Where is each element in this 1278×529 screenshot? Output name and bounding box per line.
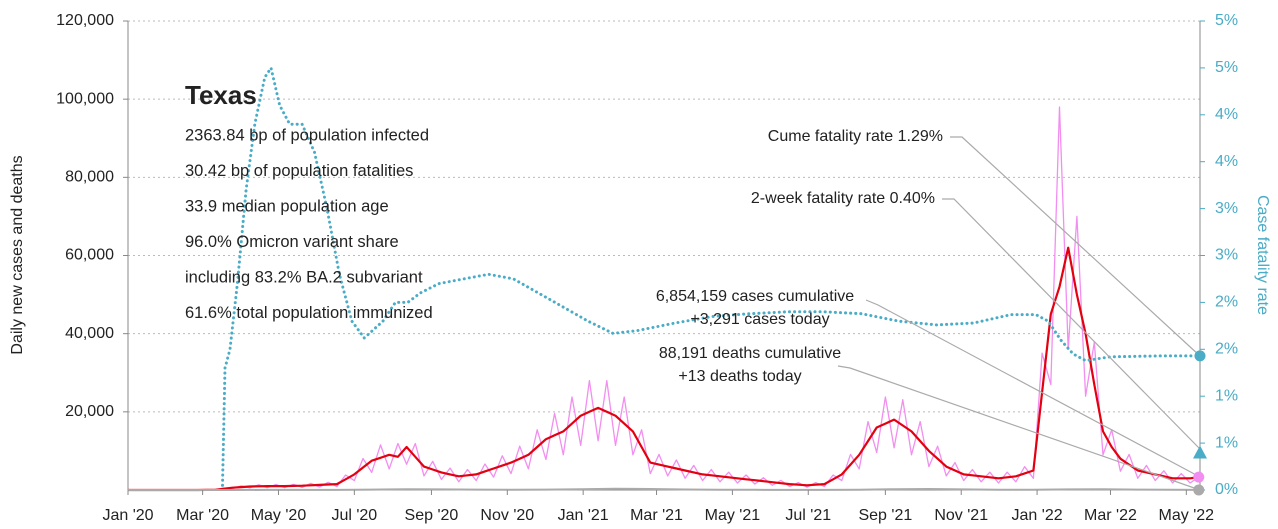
y2-axis-label: Case fatality rate <box>1254 195 1271 315</box>
series-line <box>128 487 1199 491</box>
leader-line <box>942 198 1201 450</box>
annotation: 6,854,159 cases cumulative <box>656 288 854 305</box>
x-tick-label: Jul '21 <box>785 507 831 524</box>
annotation: 88,191 deaths cumulative <box>659 345 841 362</box>
panel-line: 96.0% Omicron variant share <box>185 233 399 251</box>
y2-tick-label: 5% <box>1215 59 1238 76</box>
y-tick-label: 100,000 <box>56 90 114 107</box>
series-line <box>128 246 1199 492</box>
panel-line: 2363.84 bp of population infected <box>185 126 429 144</box>
annotation: Cume fatality rate 1.29% <box>768 128 943 145</box>
y2-tick-label: 0% <box>1215 481 1238 498</box>
y2-tick-label: 4% <box>1215 106 1238 123</box>
series-line <box>221 66 1202 487</box>
y2-tick-label: 3% <box>1215 200 1238 217</box>
leader-line <box>950 136 1201 357</box>
y-tick-label: 40,000 <box>65 325 114 342</box>
y2-tick-label: 2% <box>1215 341 1238 358</box>
x-tick-label: Jan '22 <box>1012 507 1063 524</box>
leader-line <box>865 299 1201 478</box>
x-tick-label: Sep '21 <box>858 507 912 524</box>
panel-line: 33.9 median population age <box>185 197 389 215</box>
x-tick-label: Mar '22 <box>1084 507 1137 524</box>
y-tick-label: 120,000 <box>56 12 114 29</box>
y2-tick-label: 3% <box>1215 247 1238 264</box>
panel-line: including 83.2% BA.2 subvariant <box>185 268 423 286</box>
x-tick-label: Mar '21 <box>630 507 683 524</box>
annotation: 2-week fatality rate 0.40% <box>751 190 935 207</box>
end-marker <box>1194 350 1206 362</box>
x-tick-label: May '20 <box>251 507 307 524</box>
leader-line <box>837 365 1201 491</box>
x-tick-label: May '22 <box>1159 507 1215 524</box>
end-marker <box>1193 471 1205 483</box>
x-tick-label: Mar '20 <box>176 507 229 524</box>
x-tick-label: Nov '21 <box>934 507 988 524</box>
annotation: +3,291 cases today <box>690 311 829 328</box>
x-tick-label: Jan '20 <box>102 507 153 524</box>
panel-title: Texas <box>185 80 257 110</box>
y2-tick-label: 4% <box>1215 153 1238 170</box>
y2-tick-label: 1% <box>1215 434 1238 451</box>
y-axis-label: Daily new cases and deaths <box>9 155 26 354</box>
y2-tick-label: 2% <box>1215 294 1238 311</box>
annotation: +13 deaths today <box>678 368 801 385</box>
y2-tick-label: 5% <box>1215 12 1238 29</box>
y-tick-label: 20,000 <box>65 403 114 420</box>
end-marker <box>1193 484 1205 496</box>
panel-line: 61.6% total population immunized <box>185 304 433 322</box>
y-tick-label: 60,000 <box>65 247 114 264</box>
end-marker <box>1193 445 1207 459</box>
x-tick-label: May '21 <box>705 507 761 524</box>
y2-tick-label: 1% <box>1215 387 1238 404</box>
x-tick-label: Jan '21 <box>558 507 609 524</box>
x-tick-label: Nov '20 <box>480 507 534 524</box>
x-tick-label: Jul '20 <box>331 507 377 524</box>
x-tick-label: Sep '20 <box>405 507 459 524</box>
y-tick-label: 80,000 <box>65 169 114 186</box>
panel-line: 30.42 bp of population fatalities <box>185 162 413 180</box>
